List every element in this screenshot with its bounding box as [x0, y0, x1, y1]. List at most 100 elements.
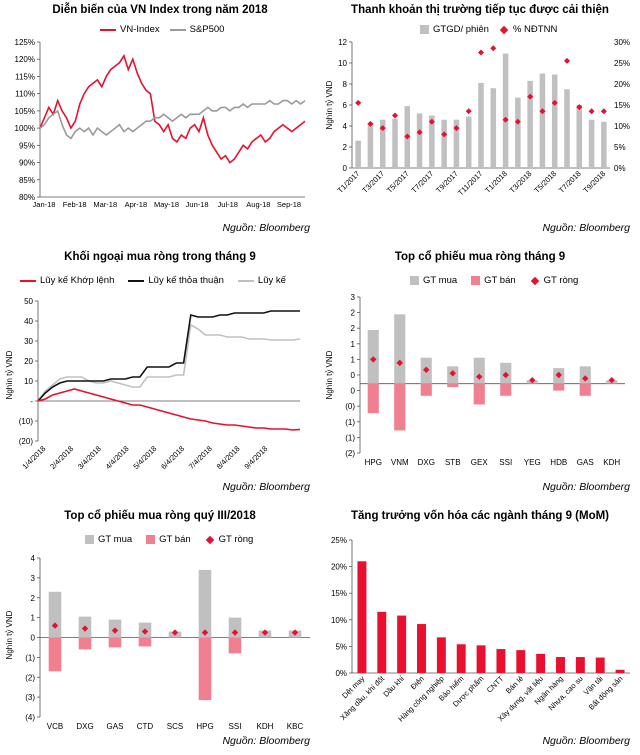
y-tick-label: 4 [343, 122, 348, 131]
x-tick-label: T9/2018 [581, 169, 607, 195]
y-tick-label: 5% [335, 642, 347, 651]
legend-label: GT bán [484, 275, 516, 286]
bar-gtgd [601, 121, 607, 168]
y-tick-label: 15% [331, 589, 347, 598]
x-tick-label: T5/2018 [532, 169, 558, 195]
bar-gt-mua [48, 591, 62, 638]
x-tick-label: T1/2018 [483, 169, 509, 195]
y-tick-label: 3 [351, 293, 356, 302]
bar-gtgd [515, 97, 521, 168]
chart-legend: GTGD/ phiên % NĐTNN [420, 24, 557, 35]
marker-ndtnn [404, 133, 411, 140]
x-tick-label: STB [445, 458, 461, 467]
bar-sector-growth [536, 653, 546, 673]
x-tick-label: T3/2018 [508, 169, 534, 195]
x-tick-label: Jan-18 [33, 200, 56, 209]
x-tick-label: 3/4/2018 [76, 444, 103, 471]
legend-label: GT mua [98, 534, 133, 545]
x-tick-label: SCS [167, 722, 183, 731]
y2-tick-label: 15% [614, 101, 630, 110]
x-tick-label: HPG [365, 458, 382, 467]
marker-ndtnn [502, 116, 509, 123]
bar-sector-growth [516, 650, 526, 673]
chart-title: Top cổ phiếu mua ròng quý III/2018 [64, 510, 256, 522]
series-line-luy-ke [37, 323, 301, 402]
x-tick-label: Điện [409, 674, 426, 691]
chart-title: Top cổ phiếu mua ròng tháng 9 [394, 251, 566, 263]
bar-sector-growth [357, 561, 367, 673]
y-tick-label: 25% [331, 536, 347, 545]
x-tick-label: Sep-18 [277, 200, 301, 209]
legend-item-vnindex: VN-Index [100, 24, 160, 35]
bar-gt-mua [198, 569, 212, 638]
y-tick-label: (0) [345, 402, 355, 411]
bar-gtgd [367, 122, 374, 168]
y-tick-label: 2 [31, 594, 36, 603]
bar-gtgd [527, 80, 533, 168]
x-tick-label: T1/2017 [336, 169, 362, 195]
legend-item-khop-lenh: Lũy kế Khớp lệnh [20, 275, 114, 286]
y2-tick-label: 30% [614, 38, 630, 47]
marker-gt-rong [291, 629, 299, 636]
bar-gtgd [429, 115, 435, 168]
marker-ndtnn [465, 108, 472, 115]
legend-label: % NĐTNN [512, 24, 558, 35]
legend-label: GT bán [159, 534, 191, 545]
legend-item-gt-ban: GT bán [471, 275, 516, 286]
y-tick-label: (4) [25, 713, 35, 722]
x-tick-label: Dầu khí [381, 673, 406, 698]
x-tick-label: KDH [257, 722, 274, 731]
legend-item-thoa-thuan: Lũy kế thỏa thuận [128, 275, 224, 286]
y-tick-label: (2) [345, 449, 355, 458]
marker-ndtnn [416, 129, 423, 136]
x-tick-label: Mar-18 [93, 200, 117, 209]
y2-tick-label: 25% [614, 59, 630, 68]
y-tick-label: 125% [15, 38, 35, 47]
y-tick-label: 8 [343, 80, 348, 89]
bar-sector-growth [417, 624, 426, 673]
bar-gt-ban [228, 637, 242, 654]
y-tick-label: 10 [24, 377, 33, 386]
marker-ndtnn [564, 57, 570, 64]
legend-label: Lũy kế [257, 275, 286, 286]
x-tick-label: KBC [287, 722, 304, 731]
y-tick-label: 10 [338, 59, 347, 68]
chart-source: Nguồn: Bloomberg [542, 735, 630, 747]
bar-gt-ban [108, 637, 122, 648]
bar-sector-growth [556, 657, 565, 673]
bar-sector-growth [397, 615, 407, 673]
bar-sector-growth [436, 637, 446, 673]
bar-sector-growth [595, 657, 605, 673]
legend-item-gt-rong: GT ròng [205, 534, 253, 545]
x-tick-label: DXG [76, 722, 93, 731]
legend-label: Lũy kế Khớp lệnh [40, 275, 115, 286]
bar-gtgd [355, 140, 361, 168]
y-tick-label: 4 [31, 554, 36, 563]
bar-gt-ban [420, 383, 432, 396]
bar-gt-mua [473, 357, 485, 384]
bar-sector-growth [456, 644, 466, 673]
x-tick-label: VCB [47, 722, 63, 731]
y2-tick-label: 10% [614, 122, 630, 131]
legend-swatch [420, 25, 429, 34]
marker-ndtnn [441, 131, 448, 138]
panel-foreign-flow: Khối ngoại mua ròng trong tháng 9 Lũy kế… [0, 245, 320, 500]
chart-legend: Lũy kế Khớp lệnh Lũy kế thỏa thuận Lũy k… [20, 275, 286, 286]
legend-item-gt-mua: GT mua [85, 534, 132, 545]
x-tick-label: GAS [107, 722, 124, 731]
y-tick-label: - [30, 397, 33, 406]
y2-tick-label: 20% [614, 80, 630, 89]
x-tick-label: T3/2017 [360, 169, 386, 195]
x-tick-label: Jul-18 [218, 200, 238, 209]
bar-sector-growth [496, 649, 506, 673]
x-tick-label: Apr-18 [125, 200, 148, 209]
y-tick-label: 100% [15, 124, 35, 133]
y-tick-label: (1) [345, 418, 355, 427]
legend-swatch [20, 279, 36, 282]
x-tick-label: Feb-18 [63, 200, 87, 209]
y2-tick-label: 0% [614, 164, 626, 173]
bar-gtgd [478, 82, 484, 168]
bar-gt-ban [198, 637, 212, 701]
y-tick-label: 10% [331, 616, 347, 625]
